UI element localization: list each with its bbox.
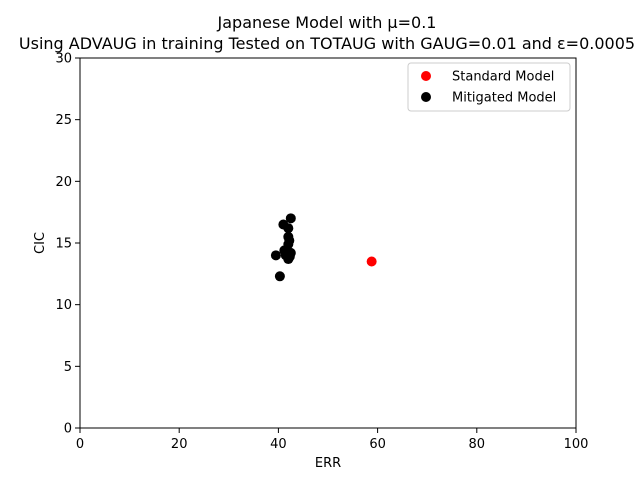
x-tick-label: 40	[270, 437, 287, 452]
y-axis-label: CIC	[33, 232, 48, 254]
chart-title-line2: Using ADVAUG in training Tested on TOTAU…	[19, 34, 635, 53]
legend-marker-mitigated-model	[421, 92, 431, 102]
mitigated-model-point	[283, 254, 294, 265]
x-tick-label: 60	[369, 437, 386, 452]
legend-marker-standard-model	[421, 71, 431, 81]
legend-label-mitigated-model: Mitigated Model	[452, 91, 556, 106]
legend-box	[407, 62, 571, 112]
x-tick-label: 80	[469, 437, 486, 452]
mitigated-model-point	[270, 250, 281, 261]
y-tick-label: 20	[55, 175, 72, 190]
x-axis-label: ERR	[315, 456, 341, 471]
y-tick-label: 10	[55, 298, 72, 313]
y-tick-label: 30	[55, 52, 72, 67]
mitigated-model-point	[274, 271, 285, 282]
mitigated-model-point	[285, 213, 296, 224]
x-tick-label: 100	[564, 437, 589, 452]
standard-model-point	[366, 256, 377, 267]
y-axis: 0 5 10 15 20 25 30	[55, 52, 80, 437]
x-tick-label: 0	[76, 437, 84, 452]
plot-area	[80, 58, 576, 428]
plot-frame	[79, 57, 577, 429]
y-tick-label: 25	[55, 113, 72, 128]
y-tick-label: 0	[64, 422, 72, 437]
y-tick-label: 15	[55, 237, 72, 252]
data-points	[270, 213, 377, 282]
y-tick-label: 5	[64, 360, 72, 375]
x-axis: 0 20 40 60 80 100	[76, 428, 589, 452]
chart-title-line1: Japanese Model with μ=0.1	[217, 13, 437, 32]
legend: Standard Model Mitigated Model	[407, 62, 571, 112]
legend-label-standard-model: Standard Model	[452, 70, 554, 85]
x-tick-label: 20	[171, 437, 188, 452]
mitigated-model-point	[283, 223, 294, 234]
